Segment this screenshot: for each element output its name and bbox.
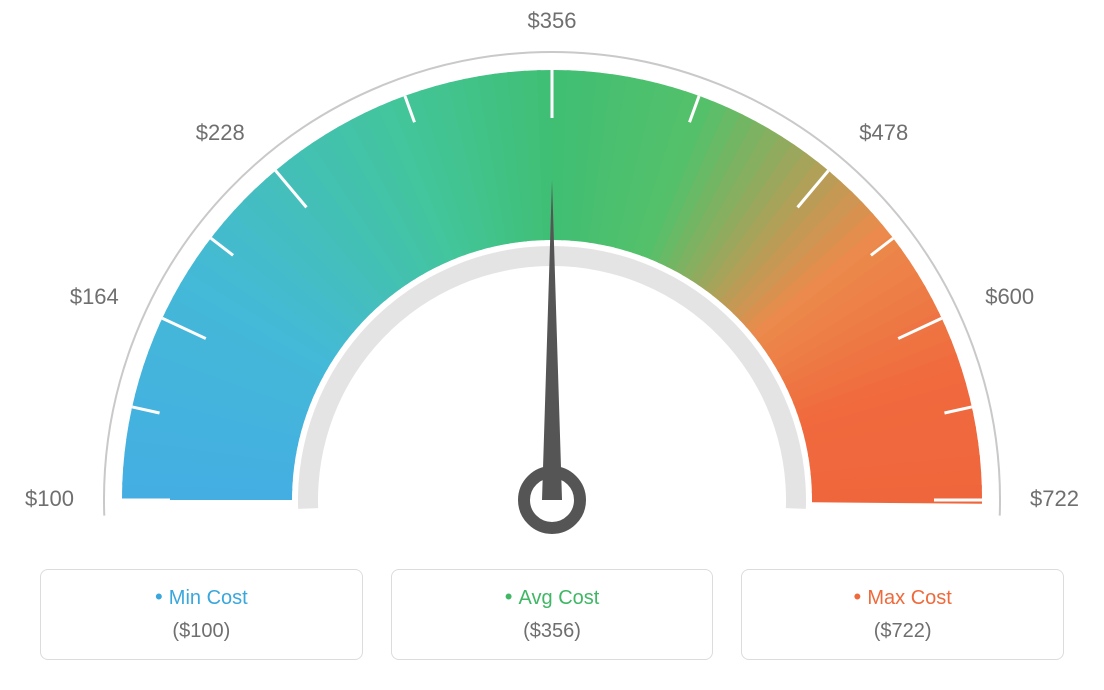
legend-card-max: Max Cost ($722) <box>741 569 1064 660</box>
legend-value-max: ($722) <box>752 620 1053 643</box>
svg-text:$228: $228 <box>196 120 245 145</box>
legend-card-avg: Avg Cost ($356) <box>391 569 714 660</box>
svg-text:$478: $478 <box>859 120 908 145</box>
legend-value-min: ($100) <box>51 620 352 643</box>
gauge-svg: $100 $164 $228 $356 $478 $600 $722 <box>0 0 1104 560</box>
cost-gauge-widget: $100 $164 $228 $356 $478 $600 $722 Min Cost ($… <box>0 0 1104 690</box>
legend-title-max: Max Cost <box>752 584 1053 610</box>
legend-row: Min Cost ($100) Avg Cost ($356) Max Cost… <box>40 569 1064 660</box>
gauge-chart: $100 $164 $228 $356 $478 $600 $722 <box>0 0 1104 560</box>
svg-text:$164: $164 <box>70 284 119 309</box>
svg-text:$600: $600 <box>985 284 1034 309</box>
legend-value-avg: ($356) <box>402 620 703 643</box>
svg-text:$100: $100 <box>25 486 74 511</box>
svg-text:$356: $356 <box>528 8 577 33</box>
legend-card-min: Min Cost ($100) <box>40 569 363 660</box>
legend-title-min: Min Cost <box>51 584 352 610</box>
legend-title-avg: Avg Cost <box>402 584 703 610</box>
svg-text:$722: $722 <box>1030 486 1079 511</box>
